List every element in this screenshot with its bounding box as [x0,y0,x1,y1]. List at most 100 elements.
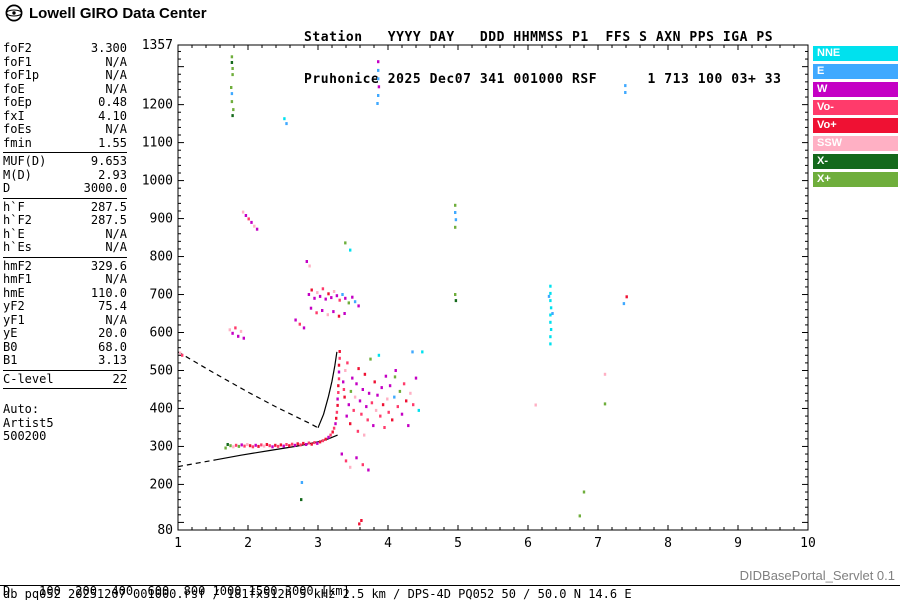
param-label: B0 [3,339,18,354]
echo-point [549,342,552,346]
echo-point [377,60,380,64]
param-label: h`E [3,226,25,241]
echo-point [344,459,348,463]
echo-point [231,73,234,77]
param-value: 22 [112,371,127,386]
echo-point [361,388,364,391]
param-row: foEp 0.48 [3,95,127,110]
echo-point [349,248,352,252]
echo-point [302,441,305,445]
echo-point [341,293,344,296]
echo-point [369,357,372,361]
echo-point [307,293,311,296]
echo-point [324,297,327,301]
legend-item: Vo- [813,100,898,115]
param-label: foEp [3,95,32,109]
echo-point [335,294,339,298]
echo-point [309,306,313,310]
y-tick-label: 400 [150,401,173,416]
param-value: N/A [105,68,127,82]
echo-point [232,108,235,112]
echo-point [549,291,552,295]
echo-point [367,391,371,395]
param-row: D 3000.0 [3,181,127,196]
plot-border [177,44,809,531]
param-row: hmF2 329.6 [3,258,127,274]
legend-item: X+ [813,172,898,187]
echo-point [304,443,308,446]
echo-point [363,433,366,437]
echo-point [454,218,458,222]
echo-point [603,372,607,376]
echo-point [396,405,399,409]
param-value: 3.300 [90,41,127,55]
echo-point [276,444,280,448]
echo-point [250,220,253,224]
echo-point [625,295,628,299]
echo-point [305,260,308,263]
status-bar: db pq052 20251207 001000.rsf / 181fx512h… [0,585,900,600]
param-value: 329.6 [90,258,127,273]
param-value: 3000.0 [83,181,127,195]
echo-point [360,519,363,522]
echo-point [349,465,352,469]
echo-point [318,440,322,444]
echo-point [253,224,256,228]
echo-point [402,382,406,386]
echo-point [247,217,250,221]
echo-point [361,463,364,467]
echo-point [358,522,361,526]
echo-point [417,408,420,412]
echo-point [622,302,626,306]
echo-point [335,410,339,414]
echo-point [255,227,259,231]
echo-point [268,444,271,448]
echo-point [549,335,552,339]
x-tick-label: 4 [384,536,392,551]
param-row: B1 3.13 [3,353,127,368]
param-value: 287.5 [90,199,127,214]
echo-point [244,214,248,217]
echo-point [294,318,297,322]
echo-point [380,386,383,390]
param-value: N/A [105,272,127,286]
echo-point [356,429,360,433]
echo-point [181,353,184,357]
param-label: hmF1 [3,272,32,286]
echo-point [230,55,234,59]
echo-point [336,403,339,407]
echo-point [391,418,394,422]
y-tick-label: 80 [157,523,173,538]
param-label: h`F2 [3,213,32,227]
echo-point [321,309,324,312]
echo-point [241,210,245,214]
param-value: 75.4 [98,299,127,313]
param-label: Artist5 [3,415,54,430]
y-tick-label: 800 [150,250,173,265]
param-label: foEs [3,122,32,136]
param-value: 287.5 [90,213,127,227]
echo-point [313,441,316,445]
echo-point [454,211,457,214]
param-label: M(D) [3,167,32,182]
param-label: fmin [3,135,32,150]
param-row: h`E N/A [3,226,127,242]
echo-point [346,361,349,365]
echo-point [337,370,341,374]
echo-point [338,350,341,353]
y-tick-label: 1100 [142,136,173,151]
echo-point [240,443,243,447]
echo-point [337,377,341,381]
echo-point [454,299,458,303]
echo-point [310,442,313,446]
echo-point [257,444,260,448]
muf-table: D 100 200 400 600 800 1000 1500 3000 [km… [3,556,357,600]
param-value: 0.48 [98,95,127,109]
echo-point [237,444,241,448]
echo-point [624,91,627,94]
echo-point [313,296,316,300]
echo-point [409,391,412,395]
legend-item: X- [813,154,898,169]
echo-point [398,389,402,393]
echo-point [307,441,311,445]
